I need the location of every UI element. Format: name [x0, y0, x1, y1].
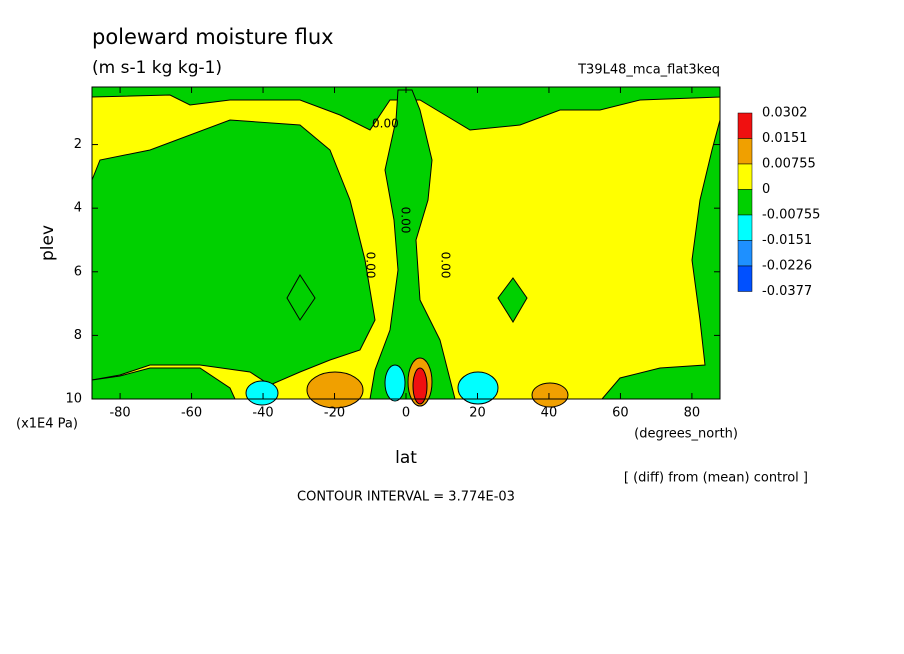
contour-field — [91, 86, 721, 409]
y-tick-label: 4 — [74, 201, 82, 216]
contour-interval: CONTOUR INTERVAL = 3.774E-03 — [297, 490, 515, 505]
colorbar-box — [737, 265, 753, 292]
colorbar-box — [737, 214, 753, 241]
colorbar-label: -0.0226 — [762, 259, 812, 274]
colorbar-label: 0.0151 — [762, 131, 808, 146]
contour-label: 0.00 — [372, 117, 399, 131]
x-tick-label: -20 — [324, 406, 345, 421]
x-tick-label: -60 — [181, 406, 202, 421]
colorbar-label: -0.00755 — [762, 208, 820, 223]
colorbar-label: -0.0151 — [762, 233, 812, 248]
x-tick-label: 60 — [612, 406, 629, 421]
contour-label: 0.00 — [364, 252, 378, 279]
colorbar-label: 0.00755 — [762, 157, 816, 172]
contour-label: 0.00 — [399, 207, 413, 234]
x-tick-label: 40 — [541, 406, 558, 421]
x-tick-label: 80 — [684, 406, 701, 421]
chart-title: poleward moisture flux — [92, 25, 334, 49]
colorbar-box — [737, 189, 753, 216]
contour-label: 0.00 — [439, 252, 453, 279]
chart-subtitle: (m s-1 kg kg-1) — [92, 58, 222, 78]
y-tick-label: 6 — [74, 264, 82, 279]
colorbar-box — [737, 138, 753, 165]
y-axis-label: plev — [38, 225, 58, 261]
y-tick-label: 2 — [74, 137, 82, 152]
x-tick-label: -80 — [109, 406, 130, 421]
colorbar-box — [737, 112, 753, 139]
colorbar-box — [737, 240, 753, 267]
note: [ (diff) from (mean) control ] — [624, 471, 808, 486]
y-tick-label: 10 — [65, 392, 82, 407]
run-label: T39L48_mca_flat3keq — [577, 63, 720, 78]
x-tick-label: -40 — [252, 406, 273, 421]
y-tick-label: 8 — [74, 328, 82, 343]
x-tick-label: 0 — [402, 406, 410, 421]
x-units: (degrees_north) — [634, 427, 738, 442]
colorbar-label: 0 — [762, 182, 770, 197]
x-axis-label: lat — [395, 448, 417, 468]
colorbar-box — [737, 163, 753, 190]
colorbar-label: 0.0302 — [762, 106, 808, 121]
y-units: (x1E4 Pa) — [16, 417, 78, 432]
x-tick-label: 20 — [469, 406, 486, 421]
colorbar-label: -0.0377 — [762, 284, 812, 299]
